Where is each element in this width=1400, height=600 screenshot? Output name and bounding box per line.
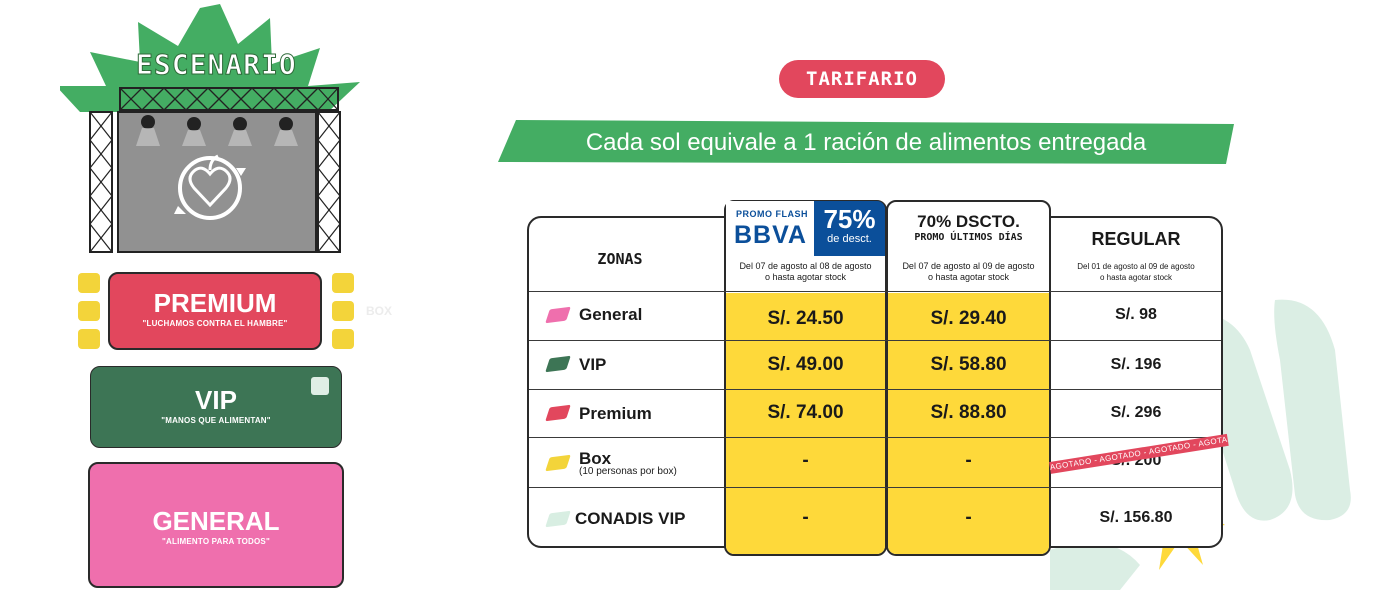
box-seat [78, 301, 100, 321]
promo-title: 70% DSCTO. [917, 212, 1020, 231]
price-promo: - [965, 507, 972, 528]
promo-dates: Del 07 de agosto al 09 de agosto o hasta… [902, 261, 1035, 282]
banner-shape [498, 120, 1234, 164]
regular-dates: Del 01 de agosto al 09 de agosto o hasta… [1077, 262, 1195, 282]
box-seat [78, 273, 100, 293]
column-promo [886, 200, 1051, 556]
column-bbva [724, 200, 887, 556]
stage-illustration [60, 4, 360, 253]
stage: ESCENARIO [60, 0, 380, 270]
tarifario-pill: TARIFARIO [779, 60, 945, 98]
price-bbva: S/. 74.00 [767, 402, 844, 423]
zone-general-motto: "ALIMENTO PARA TODOS" [162, 537, 270, 546]
zone-general-name: GENERAL [152, 506, 280, 536]
zone-name: VIP [579, 355, 607, 374]
promo-flash-label: PROMO FLASH [736, 209, 808, 219]
zone-general[interactable]: GENERAL "ALIMENTO PARA TODOS" [88, 462, 344, 588]
zone-vip-name: VIP [195, 385, 237, 415]
regular-title: REGULAR [1091, 229, 1181, 249]
box-seat [332, 273, 354, 293]
banner-text: Cada sol equivale a 1 ración de alimento… [585, 129, 1147, 156]
price-bbva: - [802, 450, 809, 471]
bbva-percent: 75% [823, 204, 876, 234]
box-seat [332, 329, 354, 349]
price-promo: S/. 88.80 [930, 402, 1007, 423]
price-regular: S/. 156.80 [1099, 509, 1173, 526]
bbva-desc: de desct. [827, 233, 872, 245]
promo-subtitle: PROMO ÚLTIMOS DÍAS [914, 232, 1023, 243]
price-regular: S/. 196 [1110, 356, 1162, 373]
zones-header: ZONAS [597, 250, 643, 268]
zone-premium-motto: "LUCHAMOS CONTRA EL HAMBRE" [142, 319, 288, 328]
zone-name: Premium [579, 404, 652, 423]
promo-banner: Cada sol equivale a 1 ración de alimento… [498, 118, 1234, 168]
zone-premium-name: PREMIUM [153, 288, 277, 318]
price-regular: S/. 296 [1110, 404, 1162, 421]
price-regular: S/. 98 [1115, 306, 1157, 323]
box-seat [78, 329, 100, 349]
price-promo: S/. 58.80 [930, 354, 1007, 375]
price-promo: - [965, 450, 972, 471]
price-promo: S/. 29.40 [930, 308, 1007, 329]
zone-name: CONADIS VIP [575, 509, 686, 528]
zone-premium[interactable]: PREMIUM "LUCHAMOS CONTRA EL HAMBRE" [108, 272, 322, 350]
bbva-dates: Del 07 de agosto al 08 de agosto o hasta… [739, 261, 872, 282]
zone-vip[interactable]: VIP "MANOS QUE ALIMENTAN" [90, 366, 342, 448]
box-faded-label: BOX [366, 304, 393, 318]
zone-note: (10 personas por box) [579, 466, 677, 477]
bbva-promo-header: PROMO FLASH BBVA 75% de desct. [726, 201, 885, 256]
price-bbva: S/. 24.50 [767, 308, 844, 329]
price-bbva: - [802, 507, 809, 528]
conadis-marker-icon [311, 377, 329, 395]
zone-name: Box [579, 449, 612, 468]
box-seat [332, 301, 354, 321]
zone-vip-motto: "MANOS QUE ALIMENTAN" [161, 416, 271, 425]
bbva-logo: BBVA [734, 221, 807, 249]
zone-name: General [579, 305, 643, 324]
price-bbva: S/. 49.00 [767, 354, 844, 375]
stage-title: ESCENARIO [136, 48, 297, 82]
